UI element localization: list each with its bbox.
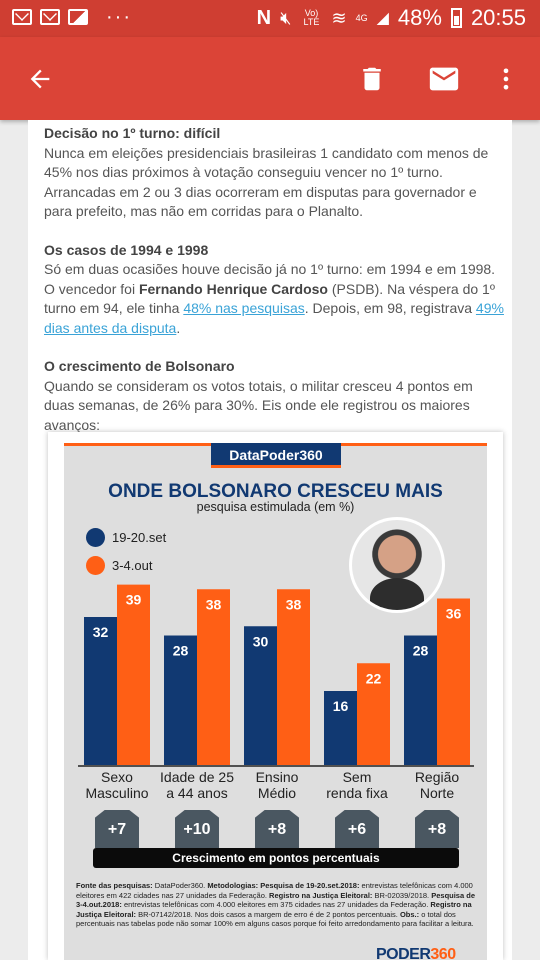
battery-percent: 48% (397, 5, 442, 30)
paragraph-text: Só em duas ocasiões houve decisão já no … (44, 261, 496, 297)
poder360-logo: PODER360 (376, 946, 456, 960)
link-49-dias[interactable]: 49% dias antes da disputa (44, 300, 504, 336)
image-notification-icon (68, 9, 88, 25)
category-label: Sem renda fixa (326, 769, 388, 801)
trash-icon (363, 67, 381, 91)
growth-badge: +8 (255, 810, 299, 848)
clock: 20:55 (470, 5, 526, 30)
footnote-text: entrevistas telefônicas com 4.000 eleito… (76, 881, 473, 900)
bar-value-label: 38 (206, 596, 222, 612)
bold-name: Fernando Henrique Cardoso (138, 280, 328, 297)
candidate-portrait (352, 520, 442, 610)
paragraph: Nunca em eleições presidenciais brasilei… (44, 144, 489, 220)
signal-icon: ◢ (376, 10, 389, 27)
bar-value-label: 32 (93, 624, 109, 640)
legend-label: 3-4.out (112, 558, 153, 573)
legend-label: 19-20.set (112, 530, 167, 545)
bar-set-0 (84, 617, 117, 765)
mute-icon: 🔇︎ (280, 7, 292, 28)
candidate-photo (349, 517, 445, 613)
footnote-label: Pesquisa de 3-4.out.2018: (76, 890, 475, 910)
growth-badge: +8 (415, 810, 459, 848)
legend-swatch (86, 528, 105, 547)
bar-value-label: 30 (253, 633, 269, 649)
article-text: Decisão no 1º turno: difícil Nunca em el… (44, 124, 504, 454)
nfc-icon: N (256, 6, 272, 29)
footnote-text: BR-07142/2018. Nos dois casos a margem d… (136, 909, 400, 919)
section-title: O crescimento de Bolsonaro (44, 358, 235, 374)
footnote-label: Metodologias: Pesquisa de 19-20.set.2018… (207, 881, 360, 890)
bar-value-label: 16 (333, 698, 349, 714)
bar-chart: 32 39 28 38 30 38 16 22 28 36 (78, 584, 474, 767)
section-title: Decisão no 1º turno: difícil (44, 125, 221, 141)
mark-unread-button[interactable] (424, 59, 464, 99)
paragraph-text: (PSDB). Na véspera do 1º turno em 94, el… (44, 280, 495, 317)
bar-set-2 (244, 626, 277, 765)
bar-value-label: 28 (413, 643, 429, 659)
email-notification-icon (40, 9, 60, 25)
wifi-icon: ≋ (331, 7, 347, 28)
volte-indicator: Vo) LTE (303, 8, 320, 27)
bar-value-label: 28 (173, 643, 189, 659)
app-bar (0, 37, 540, 120)
gmail-notification-icon (12, 9, 32, 25)
brand-badge: DataPoder360 (211, 443, 341, 468)
delete-button[interactable] (352, 59, 392, 99)
footnote-text: o total dos percentuais nas tabelas pode… (76, 909, 474, 929)
back-button[interactable] (20, 59, 60, 99)
growth-badge: +6 (335, 810, 379, 848)
bar-out-2 (277, 589, 310, 765)
logo-part: 360 (430, 946, 456, 960)
footnote-label: Registro na Justiça Eleitoral: (76, 900, 472, 919)
chart-title: ONDE BOLSONARO CRESCEU MAIS (108, 481, 443, 502)
paragraph-text: . (176, 319, 181, 336)
category-label: Idade de 25 a 44 anos (160, 769, 234, 801)
footnote-text: DataPoder360. (152, 881, 208, 890)
paragraph-text: . Depois, em 98, registrava (304, 300, 476, 316)
bar-set-1 (164, 635, 197, 765)
bar-out-1 (197, 589, 230, 765)
bar-value-label: 36 (446, 606, 462, 622)
footnote: Fonte das pesquisas: DataPoder360. Metod… (76, 881, 478, 929)
growth-caption: Crescimento em pontos percentuais (93, 848, 459, 868)
arrow-back-icon (30, 69, 50, 89)
logo-part: PODER (376, 946, 431, 960)
growth-badge: +7 (95, 810, 139, 848)
bar-set-3 (324, 691, 357, 765)
more-vert-icon (503, 68, 509, 90)
status-bar: ··· N 🔇︎ Vo) LTE ≋ 4G ◢ 48% 20:55 (0, 0, 540, 37)
section-title: Os casos de 1994 e 1998 (44, 241, 209, 258)
footnote-label: Obs.: (399, 909, 420, 919)
bar-value-label: 22 (366, 670, 382, 686)
footnote-label: Registro na Justiça Eleitoral: (269, 890, 373, 900)
network-type: 4G (355, 12, 368, 23)
infographic: DataPoder360 ONDE BOLSONARO CRESCEU MAIS… (64, 443, 487, 960)
legend-item-set: 19-20.set (86, 528, 166, 547)
growth-badge: +10 (175, 810, 219, 848)
battery-icon (450, 8, 462, 28)
category-label: Sexo Masculino (85, 769, 149, 801)
bar-out-4 (437, 598, 470, 765)
footnote-label: Fonte das pesquisas: (76, 881, 153, 890)
paragraph: Quando se consideram os votos totais, o … (44, 377, 473, 433)
bar-out-0 (117, 584, 150, 765)
link-48-pesquisas[interactable]: 48% nas pesquisas (183, 300, 305, 316)
legend-item-out: 3-4.out (86, 556, 152, 575)
bar-value-label: 39 (126, 592, 142, 608)
mail-icon (429, 67, 459, 91)
bar-out-3 (357, 663, 390, 765)
bar-set-4 (404, 635, 437, 765)
more-notifications-icon: ··· (106, 6, 132, 28)
footnote-text: entrevistas telefônicas com 4.000 eleito… (121, 900, 431, 909)
category-label: Região Norte (414, 769, 460, 801)
footnote-text: BR-02039/2018. (372, 890, 432, 900)
legend-swatch (86, 556, 105, 575)
category-label: Ensino Médio (255, 769, 299, 801)
bar-value-label: 38 (286, 596, 302, 612)
chart-subtitle: pesquisa estimulada (em %) (196, 500, 355, 514)
more-options-button[interactable] (486, 59, 526, 99)
